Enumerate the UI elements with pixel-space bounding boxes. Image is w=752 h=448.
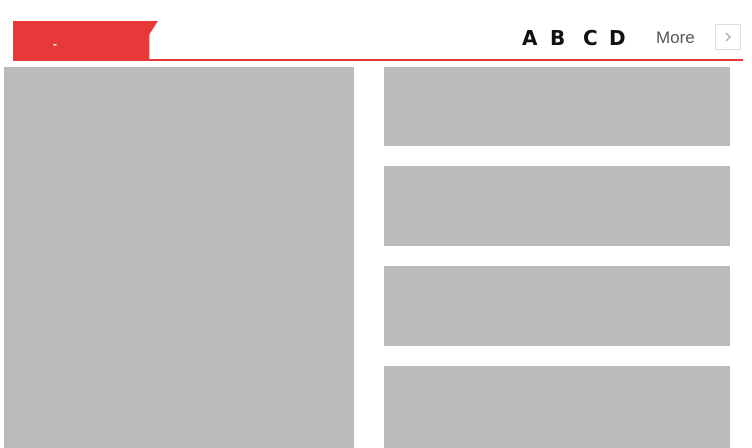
section-tab[interactable]: - bbox=[13, 21, 158, 60]
more-link[interactable]: More bbox=[656, 28, 695, 47]
next-button[interactable] bbox=[715, 24, 741, 50]
nav-item-d[interactable]: D bbox=[609, 26, 626, 50]
list-item-placeholder[interactable] bbox=[384, 67, 730, 146]
nav-item-b[interactable]: B bbox=[550, 26, 566, 50]
list-item-placeholder[interactable] bbox=[384, 366, 730, 448]
list-item-placeholder[interactable] bbox=[384, 166, 730, 246]
chevron-right-icon bbox=[725, 32, 731, 42]
nav-item-c[interactable]: C bbox=[583, 26, 598, 50]
header-divider bbox=[13, 59, 743, 61]
list-item-placeholder[interactable] bbox=[384, 266, 730, 346]
header-bar: - A B C D More bbox=[0, 0, 752, 62]
featured-image-placeholder[interactable] bbox=[4, 67, 354, 448]
section-tab-label: - bbox=[53, 37, 57, 51]
nav-item-a[interactable]: A bbox=[522, 26, 538, 50]
